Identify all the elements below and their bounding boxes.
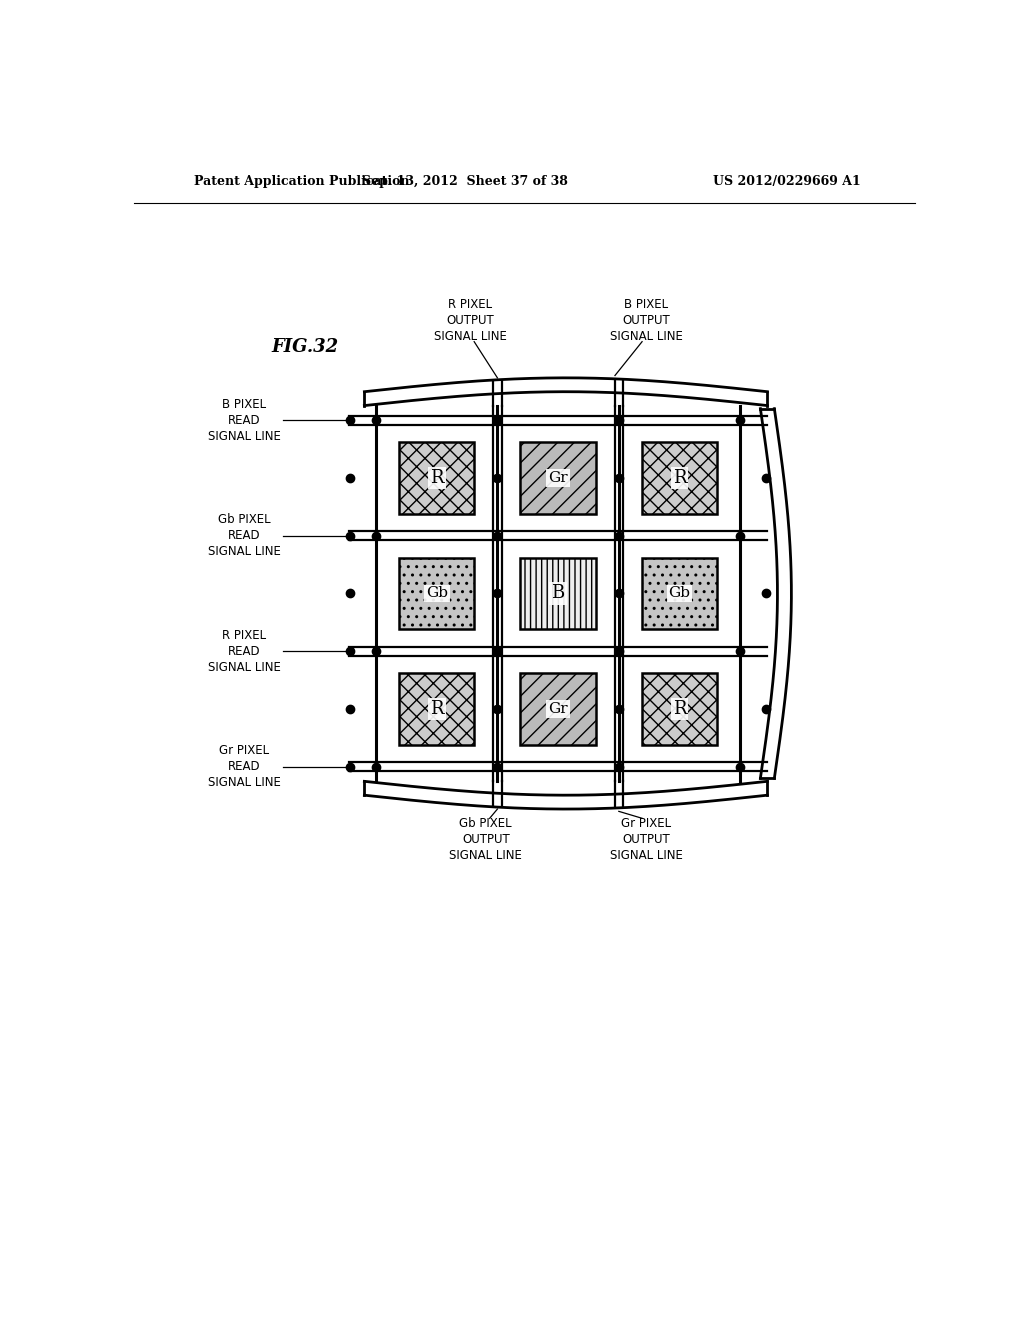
Text: Gr PIXEL
OUTPUT
SIGNAL LINE: Gr PIXEL OUTPUT SIGNAL LINE [609, 817, 682, 862]
Text: R: R [430, 469, 443, 487]
Text: Gb PIXEL
OUTPUT
SIGNAL LINE: Gb PIXEL OUTPUT SIGNAL LINE [450, 817, 522, 862]
Bar [399, 442, 474, 513]
Text: FIG.32: FIG.32 [271, 338, 339, 356]
Bar [520, 557, 596, 630]
Text: Gb PIXEL
READ
SIGNAL LINE: Gb PIXEL READ SIGNAL LINE [208, 513, 281, 558]
Text: Gb: Gb [669, 586, 690, 601]
Text: R: R [673, 700, 686, 718]
Text: US 2012/0229669 A1: US 2012/0229669 A1 [713, 176, 860, 187]
Text: Gr PIXEL
READ
SIGNAL LINE: Gr PIXEL READ SIGNAL LINE [208, 744, 281, 789]
Bar [642, 557, 717, 630]
Text: Sep. 13, 2012  Sheet 37 of 38: Sep. 13, 2012 Sheet 37 of 38 [362, 176, 568, 187]
Bar [642, 442, 717, 513]
Bar [399, 673, 474, 744]
Text: B PIXEL
READ
SIGNAL LINE: B PIXEL READ SIGNAL LINE [208, 397, 281, 442]
Text: Gr: Gr [548, 702, 568, 715]
Bar [399, 557, 474, 630]
Bar [642, 673, 717, 744]
Text: R PIXEL
OUTPUT
SIGNAL LINE: R PIXEL OUTPUT SIGNAL LINE [434, 297, 507, 343]
Text: B: B [552, 585, 565, 602]
Text: Gr: Gr [548, 471, 568, 484]
Text: R: R [430, 700, 443, 718]
Text: B PIXEL
OUTPUT
SIGNAL LINE: B PIXEL OUTPUT SIGNAL LINE [609, 297, 682, 343]
Text: R PIXEL
READ
SIGNAL LINE: R PIXEL READ SIGNAL LINE [208, 628, 281, 673]
Text: Patent Application Publication: Patent Application Publication [194, 176, 410, 187]
Bar [520, 673, 596, 744]
Text: Gb: Gb [426, 586, 447, 601]
Text: R: R [673, 469, 686, 487]
Bar [520, 442, 596, 513]
